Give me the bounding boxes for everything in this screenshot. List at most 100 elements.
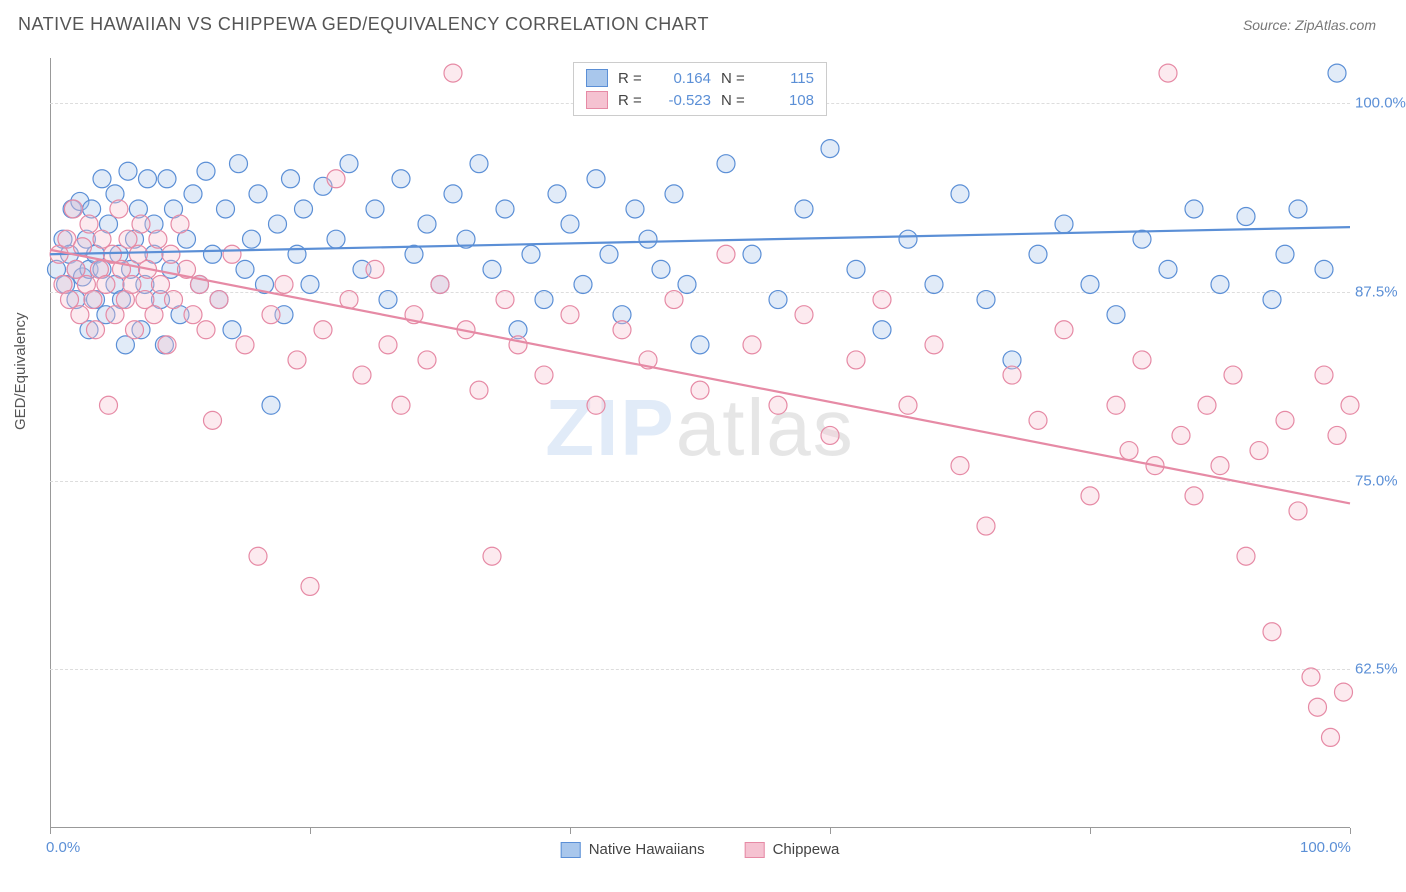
scatter-point	[821, 140, 839, 158]
scatter-point	[574, 275, 592, 293]
scatter-point	[327, 170, 345, 188]
scatter-point	[269, 215, 287, 233]
scatter-point	[483, 547, 501, 565]
legend-item: Native Hawaiians	[561, 841, 705, 858]
x-tick	[830, 828, 831, 834]
scatter-point	[509, 336, 527, 354]
scatter-point	[366, 200, 384, 218]
scatter-point	[119, 162, 137, 180]
scatter-point	[379, 336, 397, 354]
scatter-point	[1237, 547, 1255, 565]
scatter-point	[717, 155, 735, 173]
scatter-point	[139, 170, 157, 188]
stats-row: R =-0.523N =108	[586, 89, 814, 111]
scatter-point	[295, 200, 313, 218]
scatter-point	[301, 577, 319, 595]
scatter-point	[496, 291, 514, 309]
scatter-point	[327, 230, 345, 248]
scatter-point	[145, 306, 163, 324]
scatter-point	[1276, 245, 1294, 263]
scatter-point	[97, 275, 115, 293]
stats-n-label: N =	[721, 92, 749, 109]
scatter-point	[1003, 366, 1021, 384]
scatter-point	[197, 321, 215, 339]
scatter-plot: 62.5%75.0%87.5%100.0%0.0%100.0% ZIPatlas…	[50, 58, 1350, 828]
x-tick	[1350, 828, 1351, 834]
scatter-point	[496, 200, 514, 218]
scatter-point	[587, 396, 605, 414]
scatter-point	[123, 275, 141, 293]
scatter-point	[392, 396, 410, 414]
scatter-point	[769, 291, 787, 309]
scatter-point	[100, 396, 118, 414]
scatter-point	[314, 321, 332, 339]
scatter-point	[1211, 275, 1229, 293]
scatter-point	[1315, 260, 1333, 278]
scatter-point	[340, 155, 358, 173]
scatter-point	[110, 200, 128, 218]
scatter-point	[392, 170, 410, 188]
scatter-point	[1315, 366, 1333, 384]
scatter-point	[418, 351, 436, 369]
scatter-point	[1302, 668, 1320, 686]
scatter-point	[171, 215, 189, 233]
scatter-point	[626, 200, 644, 218]
scatter-point	[1328, 426, 1346, 444]
scatter-point	[1029, 411, 1047, 429]
scatter-point	[236, 260, 254, 278]
scatter-point	[561, 215, 579, 233]
scatter-point	[1159, 64, 1177, 82]
legend-bottom: Native Hawaiians Chippewa	[561, 841, 840, 858]
scatter-point	[152, 275, 170, 293]
scatter-point	[587, 170, 605, 188]
scatter-point	[162, 245, 180, 263]
stats-n-value: 108	[759, 92, 814, 109]
scatter-point	[977, 291, 995, 309]
scatter-point	[652, 260, 670, 278]
stats-r-value: -0.523	[656, 92, 711, 109]
x-tick	[570, 828, 571, 834]
scatter-point	[977, 517, 995, 535]
stats-r-value: 0.164	[656, 70, 711, 87]
scatter-point	[288, 351, 306, 369]
scatter-point	[1133, 351, 1151, 369]
scatter-point	[1341, 396, 1359, 414]
scatter-point	[262, 396, 280, 414]
scatter-point	[925, 275, 943, 293]
x-tick	[1090, 828, 1091, 834]
scatter-point	[1322, 728, 1340, 746]
stats-n-value: 115	[759, 70, 814, 87]
scatter-point	[230, 155, 248, 173]
scatter-point	[743, 245, 761, 263]
legend-item: Chippewa	[745, 841, 840, 858]
scatter-point	[61, 291, 79, 309]
scatter-point	[1159, 260, 1177, 278]
scatter-point	[379, 291, 397, 309]
scatter-point	[418, 215, 436, 233]
scatter-point	[951, 185, 969, 203]
scatter-point	[149, 230, 167, 248]
scatter-point	[249, 547, 267, 565]
scatter-point	[470, 381, 488, 399]
scatter-point	[1107, 396, 1125, 414]
plot-svg	[50, 58, 1350, 828]
scatter-point	[444, 64, 462, 82]
scatter-point	[165, 291, 183, 309]
y-tick-label: 87.5%	[1355, 284, 1406, 301]
y-axis-label: GED/Equivalency	[12, 312, 29, 430]
scatter-point	[1081, 487, 1099, 505]
stats-r-label: R =	[618, 70, 646, 87]
scatter-point	[1328, 64, 1346, 82]
scatter-point	[204, 411, 222, 429]
x-tick-label: 0.0%	[46, 839, 80, 856]
scatter-point	[197, 162, 215, 180]
chart-header: NATIVE HAWAIIAN VS CHIPPEWA GED/EQUIVALE…	[0, 0, 1406, 41]
scatter-point	[353, 366, 371, 384]
chart-title: NATIVE HAWAIIAN VS CHIPPEWA GED/EQUIVALE…	[18, 14, 709, 35]
scatter-point	[132, 215, 150, 233]
scatter-point	[470, 155, 488, 173]
scatter-point	[665, 185, 683, 203]
x-tick	[310, 828, 311, 834]
scatter-point	[561, 306, 579, 324]
scatter-point	[71, 306, 89, 324]
